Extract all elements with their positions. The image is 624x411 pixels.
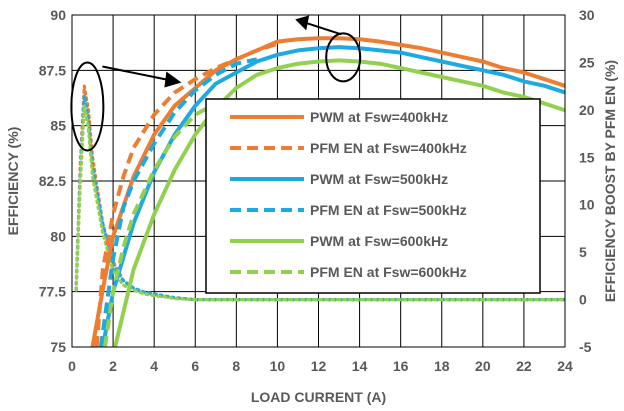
legend: PWM at Fsw=400kHz PFM EN at Fsw=400kHz PWM… [205, 98, 541, 294]
annotation-arrowhead [295, 15, 310, 31]
x-tick-label: 2 [109, 358, 117, 374]
plot-frame [71, 14, 566, 348]
x-tick-label: 18 [434, 358, 450, 374]
annotation-ellipse [325, 32, 362, 83]
legend-label: PFM EN at Fsw=600kHz [310, 264, 467, 280]
legend-label: PWM at Fsw=400kHz [310, 109, 448, 125]
y-tick-label: 75 [50, 339, 66, 355]
annotation-arrowhead [164, 71, 182, 88]
y2-tick-label: 20 [579, 102, 595, 118]
legend-label: PWM at Fsw=600kHz [310, 233, 448, 249]
x-tick-label: 10 [270, 358, 286, 374]
legend-box [205, 98, 541, 294]
y2-axis-ticks: -5 0 5 10 15 20 25 30 [579, 7, 595, 355]
x-tick-label: 6 [191, 358, 199, 374]
y-tick-label: 80 [50, 228, 66, 244]
y2-tick-label: 25 [579, 54, 595, 70]
y2-tick-label: 0 [579, 292, 587, 308]
series-line-pfm-en-at-fsw-400khz [94, 41, 279, 347]
y2-tick-label: 30 [579, 7, 595, 23]
annotation-ellipse [70, 61, 105, 152]
series-line-boost-600khz [74, 103, 565, 302]
series-line-pfm-en-at-fsw-500khz [98, 57, 258, 347]
y2-tick-label: 10 [579, 197, 595, 213]
series-line-pwm-at-fsw-400khz [90, 36, 565, 347]
x-axis-ticks: 0 2 4 6 8 10 12 14 16 18 20 22 24 [68, 358, 573, 374]
y-axis-ticks: 75 77.5 80 82.5 85 87.5 90 [39, 7, 66, 355]
y2-tick-label: -5 [579, 339, 592, 355]
series-line-pfm-en-at-fsw-600khz [102, 101, 217, 347]
x-tick-label: 16 [393, 358, 409, 374]
y-tick-label: 85 [50, 118, 66, 134]
y-tick-label: 82.5 [39, 173, 66, 189]
x-tick-label: 0 [68, 358, 76, 374]
y-tick-label: 87.5 [39, 62, 66, 78]
x-tick-label: 8 [232, 358, 240, 374]
annotation-layer [70, 15, 362, 152]
legend-label: PFM EN at Fsw=400kHz [310, 140, 467, 156]
x-tick-label: 12 [311, 358, 327, 374]
x-tick-label: 4 [150, 358, 158, 374]
series-line-pwm-at-fsw-600khz [113, 58, 565, 347]
y2-axis-title: EFFICIENCY BOOST BY PFM EN (%) [602, 60, 618, 302]
y-tick-label: 77.5 [39, 284, 66, 300]
y-axis-title: EFFICIENCY (%) [5, 127, 21, 236]
annotation-arrow-line [102, 65, 167, 81]
x-tick-label: 20 [475, 358, 491, 374]
legend-label: PWM at Fsw=500kHz [310, 171, 448, 187]
legend-label: PFM EN at Fsw=500kHz [310, 202, 467, 218]
x-tick-label: 22 [516, 358, 532, 374]
y-tick-label: 90 [50, 7, 66, 23]
annotation-arrow-line [306, 22, 342, 36]
series-layer [74, 36, 565, 347]
x-axis-title: LOAD CURRENT (A) [251, 389, 386, 405]
y2-tick-label: 5 [579, 244, 587, 260]
y2-tick-label: 15 [579, 149, 595, 165]
series-line-pwm-at-fsw-500khz [100, 45, 565, 347]
x-tick-label: 24 [557, 358, 573, 374]
x-tick-label: 14 [352, 358, 368, 374]
